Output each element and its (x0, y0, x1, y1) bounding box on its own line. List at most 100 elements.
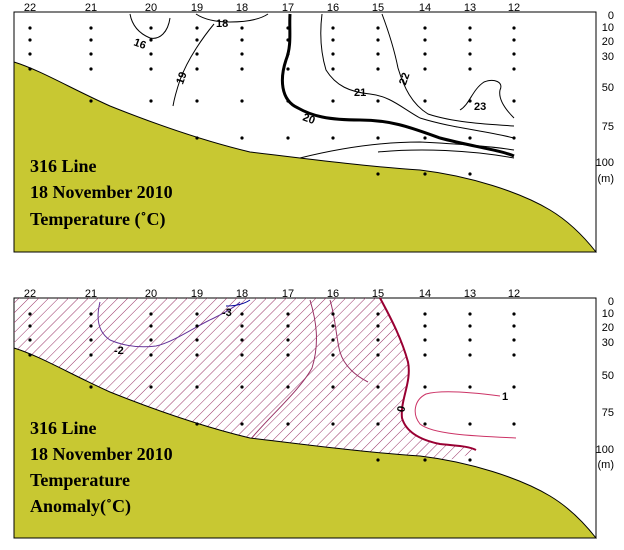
sample-point (240, 26, 244, 30)
sample-point (28, 338, 32, 342)
contour-label-18: 18 (216, 18, 228, 30)
sample-point (423, 324, 427, 328)
depth-unit-label: (m) (598, 173, 615, 185)
depth-tick-label: 10 (602, 308, 614, 320)
station-label: 15 (372, 2, 384, 14)
station-label: 12 (508, 288, 520, 300)
depth-tick-label: 30 (602, 51, 614, 63)
sample-point (195, 99, 199, 103)
contour-label-minus-2: -2 (114, 345, 124, 357)
sample-point (240, 353, 244, 357)
contour-extra-a (377, 149, 515, 159)
sample-point (423, 422, 427, 426)
sample-point (376, 312, 380, 316)
contour-20 (280, 13, 515, 158)
sample-point (89, 67, 93, 71)
sample-point (331, 26, 335, 30)
sample-point (149, 52, 153, 56)
sample-point (512, 26, 516, 30)
sample-point (468, 38, 472, 42)
sample-point (423, 385, 427, 389)
sample-point (468, 99, 472, 103)
sample-point (468, 422, 472, 426)
sample-point (423, 136, 427, 140)
sample-point (512, 385, 516, 389)
station-label: 18 (236, 288, 248, 300)
sample-point (376, 99, 380, 103)
depth-unit-label: (m) (598, 459, 615, 471)
sample-point (89, 385, 93, 389)
sample-point (286, 312, 290, 316)
depth-tick-label: 0 (608, 296, 614, 308)
sample-point (240, 324, 244, 328)
sample-point (423, 172, 427, 176)
depth-tick-label: 75 (602, 407, 614, 419)
sample-point (240, 99, 244, 103)
sample-point (89, 338, 93, 342)
sample-point (286, 136, 290, 140)
sample-point (376, 52, 380, 56)
sample-point (423, 26, 427, 30)
sample-point (149, 324, 153, 328)
sample-point (195, 312, 199, 316)
sample-points (28, 312, 516, 462)
contour-lines (129, 13, 515, 159)
sample-point (331, 38, 335, 42)
depth-tick-label: 50 (602, 370, 614, 382)
panel-title-line-3: Temperature (30, 470, 130, 490)
sample-point (376, 338, 380, 342)
sample-point (512, 52, 516, 56)
sample-point (149, 385, 153, 389)
sample-point (28, 67, 32, 71)
sample-point (286, 422, 290, 426)
sample-point (149, 338, 153, 342)
sample-point (376, 458, 380, 462)
contour-aux-b (329, 299, 369, 383)
depth-tick-label: 100 (596, 157, 614, 169)
sample-point (195, 52, 199, 56)
sample-point (240, 338, 244, 342)
depth-tick-label: 20 (602, 36, 614, 48)
depth-tick-label: 20 (602, 322, 614, 334)
sample-point (286, 338, 290, 342)
panel-temperature: 16 18 19 20 21 22 23 316 Line 18 Novembe… (13, 2, 615, 253)
sample-point (149, 38, 153, 42)
station-label: 14 (419, 288, 431, 300)
sample-point (423, 38, 427, 42)
sample-point (376, 67, 380, 71)
sample-point (423, 353, 427, 357)
bottom-topography (13, 61, 598, 253)
sample-point (286, 324, 290, 328)
sample-point (376, 26, 380, 30)
station-label: 17 (282, 2, 294, 14)
sample-point (331, 324, 335, 328)
sample-point (331, 67, 335, 71)
sample-point (468, 52, 472, 56)
panel-title-line-3: Temperature (˚C) (30, 209, 165, 230)
station-label: 20 (145, 288, 157, 300)
sample-point (28, 52, 32, 56)
station-label: 21 (85, 288, 97, 300)
contour-label-minus-3: -3 (222, 307, 232, 319)
sample-point (512, 136, 516, 140)
contour-label-plus-1: 1 (502, 391, 508, 403)
station-label: 15 (372, 288, 384, 300)
station-label: 19 (191, 2, 203, 14)
sample-point (376, 385, 380, 389)
sample-point (331, 312, 335, 316)
contour-21 (320, 13, 515, 139)
sample-point (423, 312, 427, 316)
sample-point (89, 99, 93, 103)
panel-title-line-2: 18 November 2010 (30, 444, 173, 464)
sample-point (512, 67, 516, 71)
sample-point (468, 312, 472, 316)
sample-point (512, 338, 516, 342)
sample-point (240, 136, 244, 140)
panel-title-line-1: 316 Line (30, 156, 97, 176)
sample-point (512, 312, 516, 316)
station-label: 14 (419, 2, 431, 14)
sample-point (331, 385, 335, 389)
sample-point (376, 136, 380, 140)
sample-point (286, 99, 290, 103)
